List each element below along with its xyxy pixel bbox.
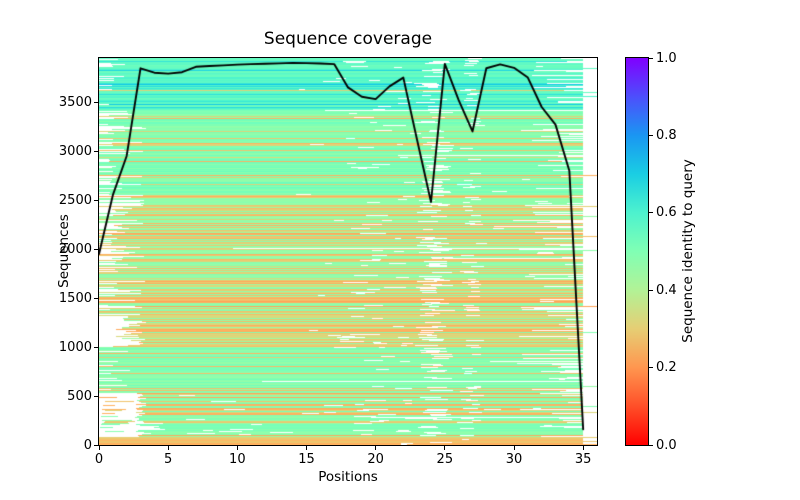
x-tick-mark: [236, 446, 238, 450]
colorbar-tick-label: 0.6: [656, 205, 677, 221]
x-tick-mark: [306, 446, 307, 450]
colorbar-tick-label: 0.2: [656, 360, 677, 376]
msa-heatmap-canvas: [99, 58, 597, 445]
x-tick-mark: [513, 446, 515, 450]
plot-area: [98, 57, 598, 446]
x-tick-label: 10: [229, 452, 246, 467]
x-tick-mark: [444, 446, 446, 450]
x-tick-label: 25: [436, 452, 454, 467]
y-tick-mark: [94, 297, 98, 299]
y-tick-mark: [94, 101, 98, 103]
x-tick-mark: [167, 446, 169, 450]
y-tick-label: 2500: [58, 192, 92, 208]
colorbar: [625, 57, 649, 446]
y-tick-mark: [94, 199, 98, 201]
y-tick-mark: [94, 395, 98, 397]
y-tick-mark: [94, 248, 98, 250]
x-tick-mark: [375, 446, 377, 450]
x-tick-label: 5: [164, 452, 173, 467]
colorbar-label: Sequence identity to query: [680, 159, 696, 343]
colorbar-tick-label: 0.8: [656, 127, 677, 143]
x-tick-label: 30: [505, 452, 523, 467]
colorbar-tick-mark: [649, 134, 653, 136]
y-tick-label: 2000: [58, 241, 92, 257]
y-tick-mark: [94, 346, 98, 348]
plot-title: Sequence coverage: [263, 29, 433, 49]
y-tick-label: 3500: [58, 94, 92, 110]
x-tick-label: 35: [574, 452, 592, 467]
x-tick-label: 20: [367, 452, 384, 467]
y-tick-label: 1500: [58, 290, 92, 306]
colorbar-tick-mark: [649, 367, 653, 369]
colorbar-tick-label: 0.0: [656, 437, 677, 453]
y-tick-mark: [94, 150, 98, 152]
colorbar-tick-label: 0.4: [656, 282, 677, 298]
x-axis-label: Positions: [318, 469, 378, 485]
x-tick-label: 0: [94, 452, 104, 467]
x-tick-label: 15: [298, 452, 315, 467]
colorbar-tick-mark: [649, 444, 653, 446]
colorbar-tick-mark: [649, 57, 653, 59]
x-tick-mark: [582, 446, 584, 450]
y-tick-label: 1000: [58, 339, 92, 355]
colorbar-gradient: [626, 58, 648, 445]
y-tick-mark: [94, 444, 98, 446]
y-tick-label: 0: [83, 437, 92, 453]
colorbar-tick-label: 1.0: [656, 50, 677, 66]
colorbar-tick-mark: [649, 212, 653, 214]
y-tick-label: 500: [67, 388, 92, 404]
colorbar-tick-mark: [649, 289, 653, 291]
x-tick-mark: [98, 446, 100, 450]
y-tick-label: 3000: [58, 143, 92, 159]
